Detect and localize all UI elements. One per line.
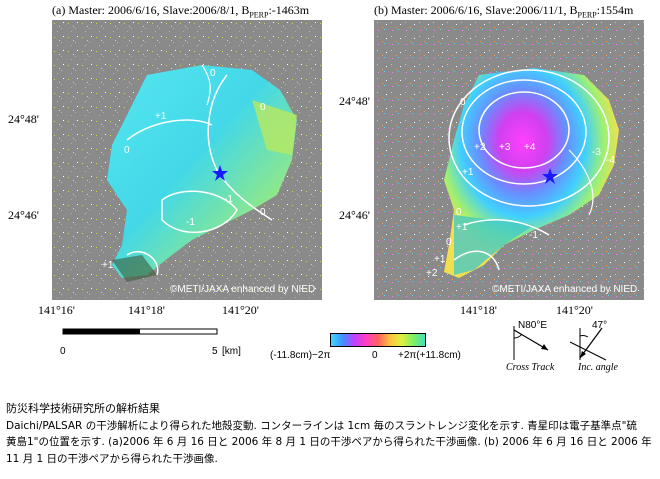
panel-a-title: (a) Master: 2006/6/16, Slave:2006/8/1, B… [52, 3, 309, 19]
lon-label-b-2: 141°20' [556, 303, 593, 317]
contour-a-0: 0 [210, 68, 216, 79]
contour-b-9: 0 [446, 237, 452, 248]
contour-a-6: -1 [186, 217, 195, 228]
contour-a-7: 0 [260, 102, 266, 113]
panel-b-title: (b) Master: 2006/6/16, Slave:2006/11/1, … [374, 3, 633, 19]
inc-angle-label: Inc. angle [578, 362, 618, 373]
contour-b-11: +1 [434, 254, 446, 265]
contour-a-2: 0 [124, 145, 130, 156]
colorbar-left-label: (-11.8cm)−2π [270, 350, 331, 361]
panel-b-title-sub: PERP [577, 10, 597, 20]
incidence-angle-icon [566, 324, 626, 364]
credit-b: ©METI/JAXA enhanced by NIED [492, 284, 638, 295]
lon-label-a-2: 141°18' [128, 303, 165, 317]
lat-label-b-top: 24°48' [339, 94, 370, 108]
contour-b-0: 0 [460, 97, 466, 108]
caption-line-1: Daichi/PALSAR の干渉解析により得られた地殻変動. コンターラインは… [6, 420, 638, 432]
lat-label-a-bottom: 24°46' [8, 208, 39, 222]
scale-end: 5 [212, 346, 218, 357]
scale-start: 0 [60, 346, 66, 357]
heading-label: N80°E [518, 320, 548, 331]
lat-label-b-bottom: 24°46' [339, 208, 370, 222]
scale-unit: [km] [222, 346, 241, 357]
panel-a-title-main: Master: 2006/6/16, Slave:2006/8/1, B [68, 3, 250, 17]
inc-angle-value: 47° [592, 320, 608, 331]
colorbar-mid-label: 0 [372, 350, 378, 361]
incidence-angle-svg [569, 327, 607, 361]
contour-b-5: -3 [592, 147, 601, 158]
colorbar-right-label: +2π(+11.8cm) [398, 350, 461, 361]
panel-a-title-sub: PERP [249, 10, 269, 20]
caption-line-3: 11 月 1 日の干渉ペアから得られた干渉画像. [6, 453, 218, 465]
caption-line-2: 黄島1"の位置を示す. (a)2006 年 6 月 16 日と 2006 年 8… [6, 436, 652, 448]
credit-a: ©METI/JAXA enhanced by NIED [170, 284, 316, 295]
lat-label-a-top: 24°48' [8, 112, 39, 126]
cross-track-icon [500, 320, 560, 364]
contour-b-12: +2 [426, 268, 438, 279]
colorbar [330, 333, 426, 347]
contour-a-1: +1 [155, 111, 167, 122]
panel-b-title-tail: :1554m [596, 3, 634, 17]
contour-b-6: -4 [606, 155, 615, 166]
interferogram-a-svg: 0 +1 0 -1 0 +1 -1 0 [52, 20, 322, 300]
contour-b-3: +3 [499, 142, 511, 153]
panel-a-letter: (a) [52, 3, 66, 17]
contour-b-7: 0 [456, 207, 462, 218]
lon-label-b-1: 141°18' [460, 303, 497, 317]
contour-b-10: -1 [529, 230, 538, 241]
lon-label-a-1: 141°16' [38, 303, 75, 317]
panel-b-title-main: Master: 2006/6/16, Slave:2006/11/1, B [391, 3, 578, 17]
cross-track-svg [513, 326, 549, 360]
contour-b-8: +1 [456, 222, 468, 233]
interferogram-b-svg: 0 +1 +2 +3 +4 -3 -4 0 +1 0 -1 +1 +2 [374, 20, 644, 300]
contour-b-4: +4 [524, 142, 536, 153]
contour-b-2: +2 [474, 142, 486, 153]
interferogram-b: 0 +1 +2 +3 +4 -3 -4 0 +1 0 -1 +1 +2 ©MET… [374, 20, 644, 300]
contour-a-3: -1 [224, 194, 233, 205]
panel-b-letter: (b) [374, 3, 388, 17]
scale-bar [62, 326, 220, 338]
contour-a-5: +1 [102, 260, 114, 271]
caption-heading: 防災科学技術研究所の解析結果 [6, 402, 160, 415]
contour-a-4: 0 [260, 207, 266, 218]
lon-label-a-3: 141°20' [222, 303, 259, 317]
panel-a-title-tail: :-1463m [268, 3, 310, 17]
cross-track-label: Cross Track [506, 362, 555, 373]
contour-b-1: +1 [462, 167, 474, 178]
scale-bar-svg [62, 328, 218, 335]
interferogram-a: 0 +1 0 -1 0 +1 -1 0 ©METI/JAXA enhanced … [52, 20, 322, 300]
